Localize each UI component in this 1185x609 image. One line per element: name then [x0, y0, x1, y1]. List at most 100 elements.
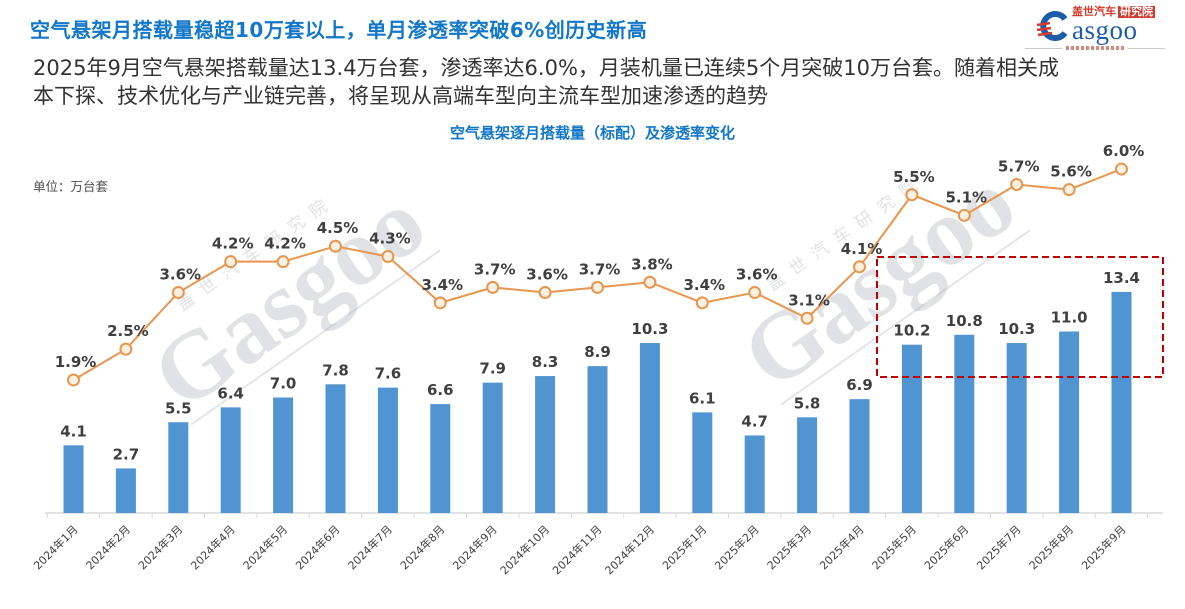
bar	[901, 344, 922, 513]
line-point	[538, 286, 552, 300]
bar-value-label: 5.8	[794, 394, 821, 412]
highlight-box	[876, 256, 1164, 378]
bar	[797, 417, 818, 513]
line-value-label: 5.5%	[893, 168, 935, 186]
line-value-label: 3.4%	[421, 276, 463, 294]
bar-value-label: 5.5	[165, 399, 192, 417]
line-value-label: 3.6%	[526, 266, 568, 284]
bar	[115, 468, 136, 513]
x-axis-label: 2025年8月	[1026, 522, 1076, 572]
line-point	[591, 280, 604, 294]
line-value-label: 6.0%	[1103, 142, 1145, 160]
bar-value-label: 8.3	[532, 353, 559, 371]
bar	[482, 382, 503, 513]
bar	[168, 422, 189, 513]
bar-value-label: 10.3	[998, 320, 1035, 338]
summary-line-1: 2025年9月空气悬架搭载量达13.4万台套，渗透率达6.0%，月装机量已连续5…	[33, 56, 1059, 80]
line-point	[748, 286, 762, 300]
line-value-label: 3.7%	[579, 260, 621, 278]
line-value-label: 4.1%	[841, 240, 883, 258]
bar	[849, 399, 870, 513]
line-point	[1115, 162, 1128, 176]
chart-title: 空气悬架逐月搭载量（标配）及渗透率变化	[449, 124, 735, 142]
line-point	[119, 342, 133, 356]
bar	[1006, 343, 1027, 513]
x-axis-label: 2024年10月	[497, 522, 552, 577]
x-axis-label: 2024年6月	[292, 522, 342, 572]
bar-value-label: 10.8	[946, 312, 983, 330]
gasgoo-logo-wordmark: asgoo	[1072, 15, 1138, 45]
line-point	[800, 311, 814, 325]
bar-value-label: 11.0	[1051, 309, 1088, 327]
line-point	[486, 280, 500, 294]
line-value-label: 3.7%	[474, 260, 516, 278]
x-axis-label: 2025年3月	[764, 522, 814, 572]
x-axis-label: 2024年1月	[30, 522, 80, 572]
summary-paragraph: 2025年9月空气悬架搭载量达13.4万台套，渗透率达6.0%，月装机量已连续5…	[33, 54, 1163, 110]
line-point	[905, 188, 919, 202]
line-value-label: 4.2%	[212, 235, 254, 253]
x-axis-label: 2025年7月	[974, 522, 1024, 572]
bar	[63, 445, 84, 513]
line-value-label: 4.3%	[369, 230, 411, 248]
gasgoo-logo: 盖世汽车 研究院 asgoo	[1025, 6, 1165, 50]
bar-value-label: 6.9	[846, 376, 873, 394]
line-value-label: 5.6%	[1050, 163, 1092, 181]
bar-value-label: 4.1	[60, 422, 87, 440]
bar-value-label: 10.2	[893, 322, 930, 340]
x-axis-label: 2025年6月	[921, 522, 971, 572]
line-value-label: 5.1%	[945, 188, 987, 206]
bar	[692, 412, 713, 513]
line-point	[643, 275, 657, 289]
line-value-label: 4.2%	[264, 235, 306, 253]
bar	[954, 334, 975, 513]
gasgoo-logo-cn: 盖世汽车 研究院	[1072, 6, 1155, 18]
bar-value-label: 7.9	[479, 360, 506, 378]
bar	[744, 435, 765, 513]
bar-value-label: 7.8	[322, 361, 349, 379]
bar-value-label: 8.9	[584, 343, 611, 361]
x-axis-label: 2025年5月	[869, 522, 919, 572]
line-value-label: 3.1%	[788, 291, 830, 309]
bar	[1111, 291, 1132, 513]
tagline-rule-left	[1025, 47, 1062, 49]
bar	[220, 407, 241, 513]
line-value-label: 1.9%	[55, 353, 97, 371]
line-value-label: 4.5%	[317, 219, 359, 237]
line-value-label: 3.6%	[159, 266, 201, 284]
bar-value-label: 2.7	[113, 445, 140, 463]
x-axis-label: 2024年2月	[83, 522, 133, 572]
line-point	[853, 260, 866, 274]
line-value-label: 3.8%	[631, 255, 673, 273]
bar	[430, 404, 451, 513]
bar	[273, 397, 294, 513]
x-axis-label: 2025年4月	[816, 522, 866, 572]
x-axis-label: 2024年5月	[240, 522, 290, 572]
bar	[587, 366, 608, 513]
line-point	[381, 250, 395, 264]
gasgoo-logo-main: 盖世汽车 研究院 asgoo	[1025, 6, 1165, 45]
page-title: 空气悬架月搭载量稳超10万套以上，单月渗透率突破6%创历史新高	[30, 18, 648, 42]
x-axis-label: 2024年7月	[345, 522, 395, 572]
bar-value-label: 6.4	[217, 384, 244, 402]
bar-value-label: 13.4	[1103, 269, 1140, 287]
line-point	[957, 208, 971, 222]
line-point	[224, 255, 238, 269]
line-point	[695, 296, 709, 310]
bar	[325, 384, 346, 513]
bar	[639, 343, 660, 513]
x-axis-label: 2025年2月	[712, 522, 762, 572]
line-point	[171, 286, 185, 300]
line-value-label: 3.6%	[736, 266, 778, 284]
gasgoo-logo-cn-brand: 盖世汽车	[1072, 5, 1116, 18]
line-point	[1010, 177, 1024, 191]
x-axis-label: 2024年12月	[602, 522, 657, 577]
gasgoo-logo-tagline	[1025, 46, 1165, 50]
tagline-microtext	[1066, 46, 1124, 50]
bar	[377, 387, 398, 513]
bar-value-label: 7.0	[270, 375, 297, 393]
x-axis-label: 2025年9月	[1078, 522, 1128, 572]
line-point	[433, 296, 447, 310]
x-axis-label: 2025年1月	[659, 522, 709, 572]
